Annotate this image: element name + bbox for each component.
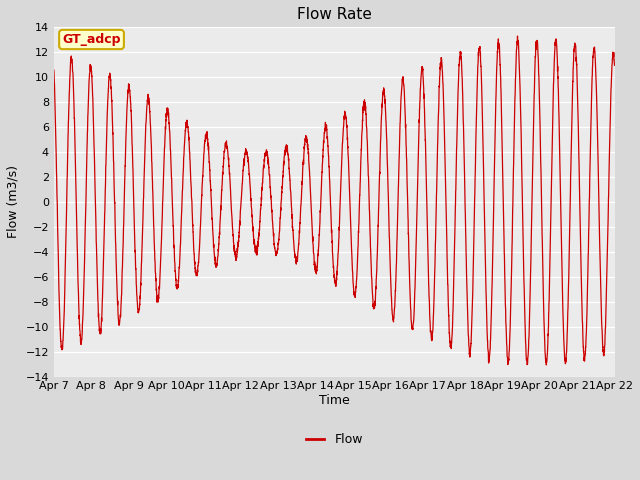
Flow: [399, 78, 406, 84]
Y-axis label: Flow (m3/s): Flow (m3/s): [7, 166, 20, 239]
Title: Flow Rate: Flow Rate: [297, 7, 372, 22]
Line: Flow: Flow: [54, 36, 614, 365]
Flow: [611, 61, 618, 67]
Flow: [557, 249, 565, 254]
Flow: [170, 245, 178, 251]
Text: GT_adcp: GT_adcp: [62, 33, 121, 46]
Flow: [543, 362, 550, 368]
X-axis label: Time: Time: [319, 394, 349, 407]
Flow: [50, 67, 58, 73]
Flow: [207, 180, 214, 186]
Flow: [611, 62, 618, 68]
Flow: [389, 316, 397, 322]
Flow: [514, 33, 522, 39]
Legend: Flow: Flow: [301, 428, 368, 451]
